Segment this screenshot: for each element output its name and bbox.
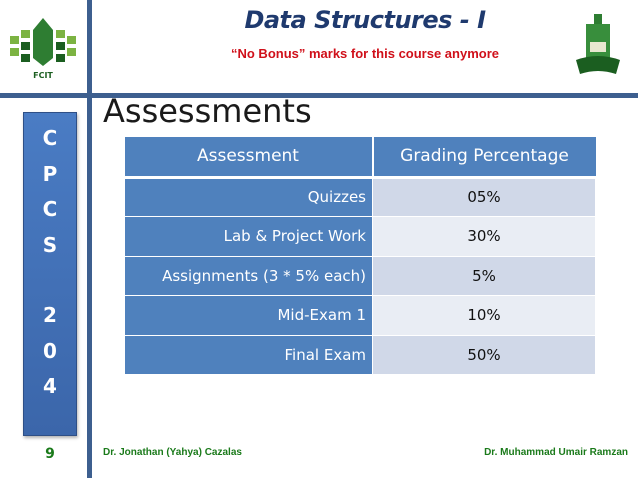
table-header-row: Assessment Grading Percentage [124,137,596,179]
course-code-letter: S [42,232,58,257]
course-code-letter: P [42,161,58,186]
section-heading: Assessments [103,92,312,130]
column-header: Grading Percentage [372,137,596,179]
column-header: Assessment [124,137,374,179]
percentage-cell: 50% [372,334,596,375]
table-row: Lab & Project Work 30% [124,216,596,257]
course-code-letter: 4 [43,374,57,398]
assessment-cell: Lab & Project Work [124,216,373,257]
table-row: Mid-Exam 1 10% [124,295,596,336]
slide-subtitle: “No Bonus” marks for this course anymore [230,46,499,61]
page-number: 9 [45,446,55,462]
table-row: Final Exam 50% [124,334,596,375]
percentage-cell: 10% [372,295,596,336]
percentage-cell: 30% [372,216,596,257]
university-seal-logo [576,14,620,74]
percentage-cell: 05% [372,176,596,217]
assessment-cell: Mid-Exam 1 [124,295,373,336]
course-code-letter: C [42,126,58,150]
assessment-cell: Final Exam [124,334,373,375]
footer-author-left: Dr. Jonathan (Yahya) Cazalas [103,447,242,458]
assessment-cell: Assignments (3 * 5% each) [124,255,373,296]
vertical-rule [87,0,92,478]
horizontal-rule [0,93,638,98]
assessment-cell: Quizzes [124,176,373,217]
slide-title: Data Structures - I [244,6,486,34]
footer-author-right: Dr. Muhammad Umair Ramzan [484,447,628,458]
course-code-box: C P C S 2 0 4 [23,112,77,436]
fcit-logo-text: FCIT [33,71,53,80]
percentage-cell: 5% [372,255,596,296]
course-code-letter: 0 [43,338,57,363]
table-row: Quizzes 05% [124,176,596,217]
course-code-gap [24,263,76,298]
assessment-table: Assessment Grading Percentage Quizzes 05%… [124,137,596,375]
table-row: Assignments (3 * 5% each) 5% [124,255,596,296]
course-code-letter: C [42,197,58,221]
fcit-logo: FCIT [10,18,76,80]
course-code-letter: 2 [43,303,57,327]
